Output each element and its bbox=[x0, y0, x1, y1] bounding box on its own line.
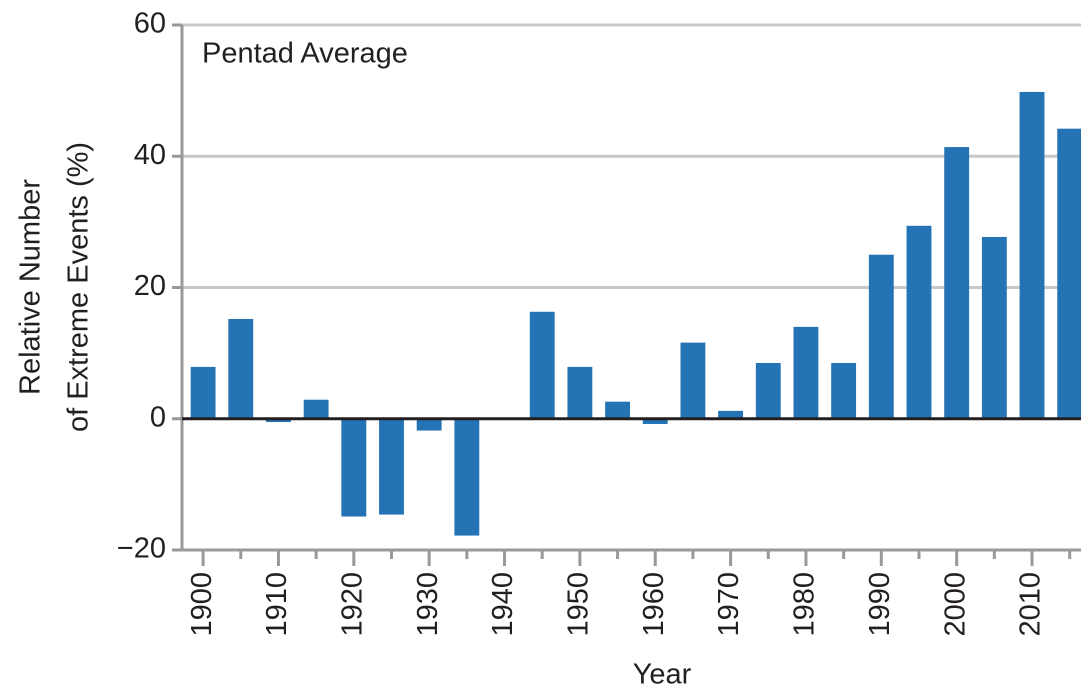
y-tick-label: 20 bbox=[134, 270, 166, 302]
bar bbox=[981, 236, 1007, 419]
bar bbox=[567, 366, 593, 419]
x-tick-label: 1950 bbox=[563, 572, 595, 637]
bar bbox=[718, 410, 744, 419]
bar bbox=[868, 254, 894, 419]
bar bbox=[228, 319, 254, 419]
bar bbox=[831, 362, 857, 419]
bar bbox=[944, 147, 970, 419]
y-tick-label: 40 bbox=[134, 139, 166, 171]
y-tick-label: 0 bbox=[150, 401, 166, 433]
x-tick-label: 1960 bbox=[638, 572, 670, 637]
bar bbox=[529, 311, 555, 419]
x-tick-label: 1920 bbox=[336, 572, 368, 637]
bar bbox=[1019, 91, 1045, 419]
x-tick-label: 1990 bbox=[864, 572, 896, 637]
y-axis-label: Relative Number bbox=[15, 179, 47, 395]
y-tick-label: 60 bbox=[134, 8, 166, 40]
x-axis-label: Year bbox=[633, 659, 692, 691]
x-tick-label: 1910 bbox=[261, 572, 293, 637]
x-tick-label: 1940 bbox=[487, 572, 519, 637]
x-tick-label: 1980 bbox=[789, 572, 821, 637]
bar bbox=[266, 418, 291, 423]
bar bbox=[190, 366, 216, 419]
bar bbox=[680, 342, 706, 419]
bar bbox=[454, 418, 480, 536]
y-tick-label: −20 bbox=[117, 533, 166, 565]
x-tick-label: 2010 bbox=[1015, 572, 1047, 637]
x-tick-label: 1900 bbox=[186, 572, 218, 637]
bar bbox=[605, 401, 630, 419]
bar bbox=[303, 399, 329, 419]
x-tick-label: 1970 bbox=[713, 572, 745, 637]
y-axis-label: of Extreme Events (%) bbox=[63, 142, 95, 432]
bar bbox=[755, 362, 781, 419]
bar bbox=[906, 225, 932, 419]
x-tick-label: 1930 bbox=[412, 572, 444, 637]
bar bbox=[379, 418, 404, 515]
bar bbox=[793, 326, 819, 419]
bar bbox=[341, 418, 367, 517]
x-tick-label: 2000 bbox=[939, 572, 971, 637]
bar bbox=[416, 418, 442, 431]
bar bbox=[1057, 128, 1081, 419]
annotation: Pentad Average bbox=[202, 38, 408, 70]
bar bbox=[642, 418, 668, 424]
